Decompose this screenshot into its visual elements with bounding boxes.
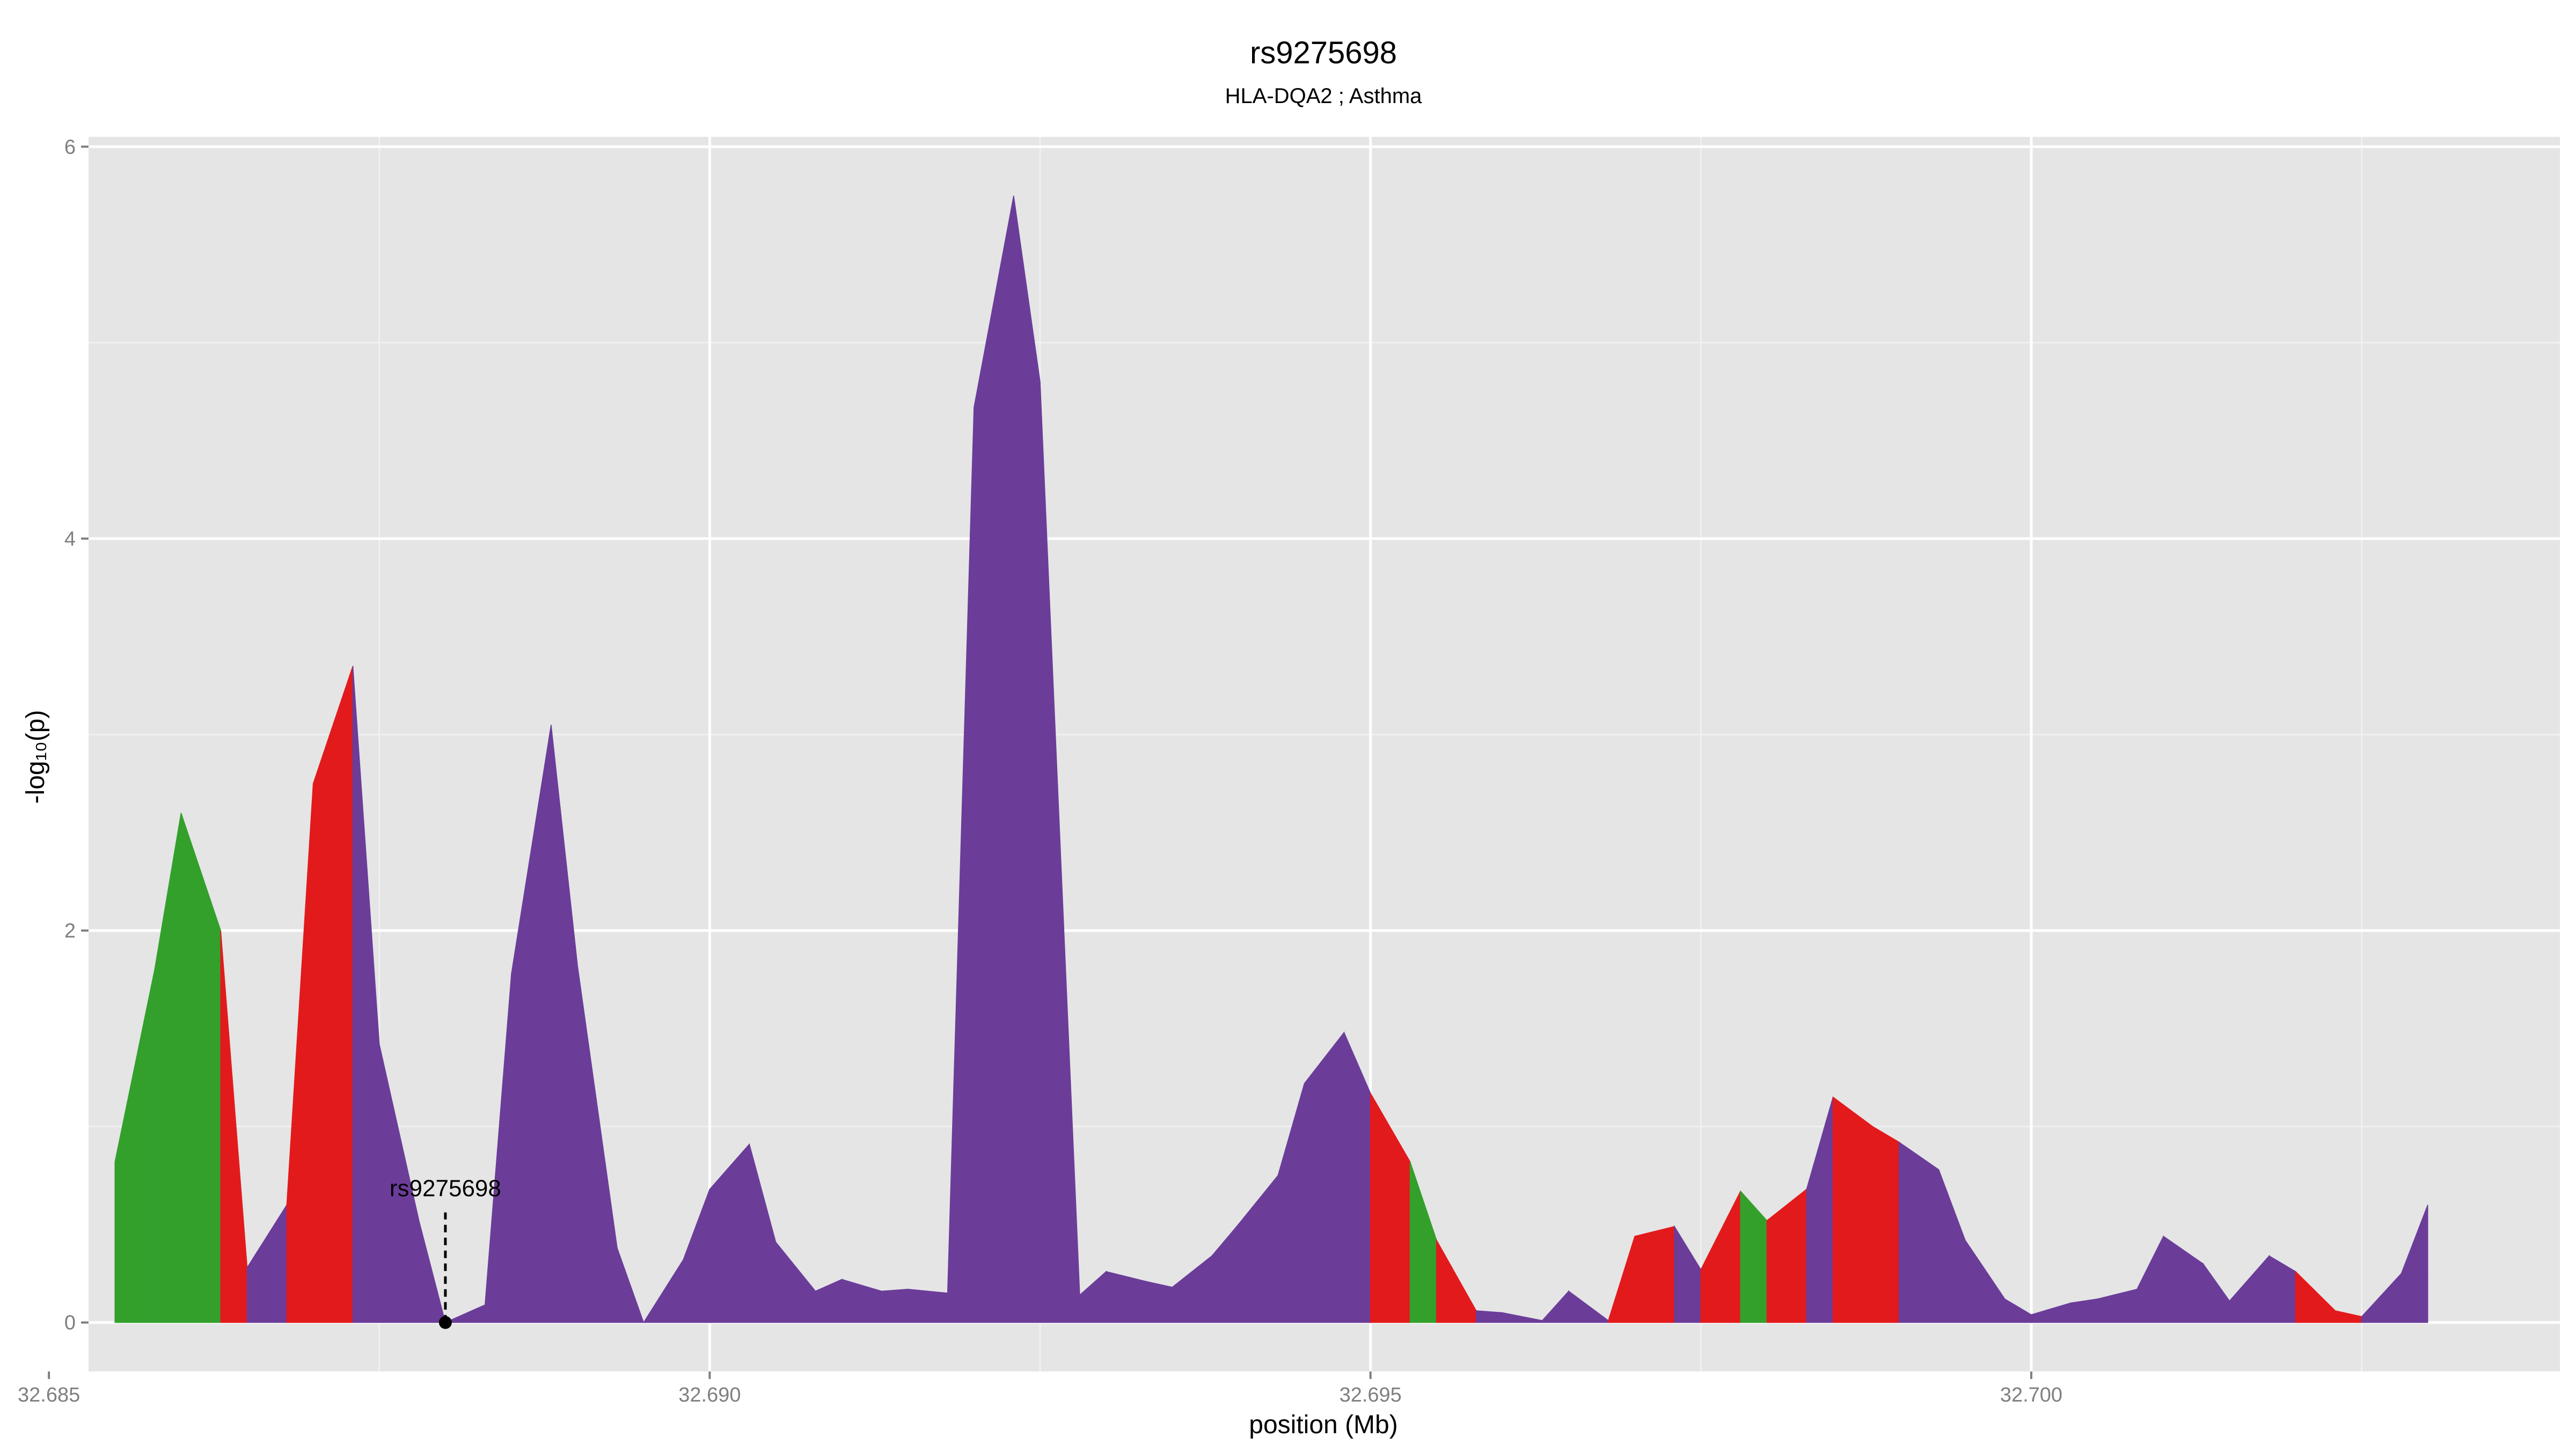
area-segment-41 <box>1475 1310 1503 1323</box>
area-segment-52 <box>1832 1096 1874 1323</box>
y-tick-label: 2 <box>64 920 76 943</box>
area-segment-59 <box>2070 1298 2098 1323</box>
association-area <box>114 195 2428 1323</box>
area-segment-54 <box>1898 1141 1940 1323</box>
area-segment-27 <box>1013 195 1041 1323</box>
snp-annotation: rs9275698 <box>390 1176 501 1329</box>
area-segment-9 <box>418 1220 446 1323</box>
x-axis: 32.685 32.690 32.695 32.700 <box>18 1371 2062 1406</box>
chart-subtitle: HLA-DQA2 ; Asthma <box>1225 84 1423 108</box>
area-segment-53 <box>1872 1126 1900 1323</box>
x-tick-label: 32.685 <box>18 1384 80 1406</box>
area-segment-46 <box>1634 1225 1675 1323</box>
y-axis-label: -log₁₀(p) <box>21 710 50 804</box>
x-tick-label: 32.700 <box>2000 1384 2062 1406</box>
annotation-point <box>438 1316 452 1329</box>
x-tick-label: 32.695 <box>1340 1384 1402 1406</box>
area-segment-31 <box>1145 1281 1173 1323</box>
area-segment-23 <box>881 1288 909 1323</box>
x-axis-label: position (Mb) <box>1249 1411 1397 1439</box>
y-tick-label: 6 <box>64 136 76 158</box>
area-segment-69 <box>2401 1205 2428 1323</box>
area-segment-24 <box>908 1288 948 1323</box>
chart-title: rs9275698 <box>1250 35 1397 70</box>
x-tick-label: 32.690 <box>678 1384 741 1406</box>
y-tick-label: 0 <box>64 1312 76 1334</box>
y-tick-label: 4 <box>64 528 76 550</box>
area-segment-15 <box>617 1247 645 1323</box>
y-axis: 0 2 4 6 <box>64 136 89 1334</box>
area-segment-36 <box>1304 1031 1345 1323</box>
annotation-label: rs9275698 <box>390 1176 501 1202</box>
